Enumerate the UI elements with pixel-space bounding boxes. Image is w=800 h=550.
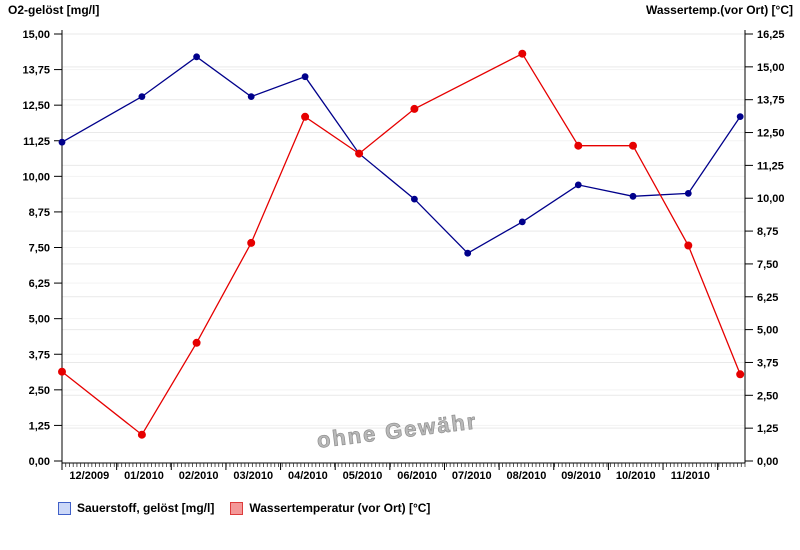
svg-text:11,25: 11,25 [757,160,784,172]
svg-text:11,25: 11,25 [23,136,50,148]
svg-text:7,50: 7,50 [757,259,778,271]
svg-text:12/2009: 12/2009 [69,470,109,482]
gridlines [62,33,745,429]
legend-label-temperature: Wassertemperatur (vor Ort) [°C] [249,501,431,515]
oxygen-swatch-icon [58,501,71,515]
svg-text:13,75: 13,75 [757,95,785,107]
svg-text:10,00: 10,00 [757,193,785,205]
svg-text:6,25: 6,25 [757,292,778,304]
svg-text:11/2010: 11/2010 [671,470,710,482]
svg-text:1,25: 1,25 [757,423,778,435]
svg-text:8,75: 8,75 [29,207,50,219]
svg-text:07/2010: 07/2010 [452,470,492,482]
right-y-axis: 0,00 1,25 2,50 3,75 5,00 6,25 7,50 8,75 10,00 11,… [745,29,785,468]
svg-text:10,00: 10,00 [22,171,50,183]
svg-text:3,75: 3,75 [29,349,50,361]
left-axis-title: O2-gelöst [mg/l] [8,3,100,17]
oxygen-series [58,53,744,257]
svg-text:0,00: 0,00 [757,456,778,468]
svg-text:16,25: 16,25 [757,29,785,41]
temperature-swatch-icon [230,501,244,515]
svg-text:06/2010: 06/2010 [397,470,437,482]
watermark: ohne Gewähr [315,408,479,453]
svg-text:13,75: 13,75 [22,65,50,77]
legend-label-oxygen: Sauerstoff, gelöst [mg/l] [77,501,215,515]
svg-text:0,00: 0,00 [29,456,50,468]
right-axis-title: Wassertemp.(vor Ort) [°C] [645,3,793,17]
svg-text:02/2010: 02/2010 [179,470,219,482]
left-y-axis: 0,00 1,25 2,50 3,75 5,00 6,25 7,50 8,75 10,00 11,… [22,29,62,468]
svg-text:3,75: 3,75 [757,357,778,369]
svg-text:15,00: 15,00 [757,62,785,74]
svg-text:2,50: 2,50 [29,385,50,397]
svg-text:ohne Gewähr: ohne Gewähr [315,408,478,452]
svg-text:01/2010: 01/2010 [124,470,164,482]
legend: Sauerstoff, gelöst [mg/l] Wassertemperat… [58,501,430,515]
svg-text:5,00: 5,00 [757,325,778,337]
svg-text:05/2010: 05/2010 [343,470,383,482]
svg-text:1,25: 1,25 [29,420,50,432]
svg-text:10/2010: 10/2010 [616,470,656,482]
svg-text:8,75: 8,75 [757,226,778,238]
svg-text:5,00: 5,00 [29,314,50,326]
x-axis: 12/2009 01/2010 02/2010 03/2010 04/2010 05/20… [61,463,746,482]
svg-text:12,50: 12,50 [22,100,50,112]
svg-text:04/2010: 04/2010 [288,470,328,482]
svg-text:08/2010: 08/2010 [507,470,547,482]
svg-text:6,25: 6,25 [29,278,50,290]
svg-text:7,50: 7,50 [29,243,50,255]
legend-item-temperature: Wassertemperatur (vor Ort) [°C] [230,501,430,515]
plot-area: ohne Gewähr 0,00 1,25 2,50 3,75 5,00 6,25 7,50 8… [22,29,785,482]
svg-text:12,50: 12,50 [757,128,785,140]
temperature-series [58,49,745,439]
svg-text:15,00: 15,00 [22,29,50,41]
svg-text:09/2010: 09/2010 [561,470,601,482]
legend-item-oxygen: Sauerstoff, gelöst [mg/l] [58,501,214,515]
svg-text:03/2010: 03/2010 [233,470,273,482]
svg-text:2,50: 2,50 [757,390,778,402]
axes [61,30,746,464]
